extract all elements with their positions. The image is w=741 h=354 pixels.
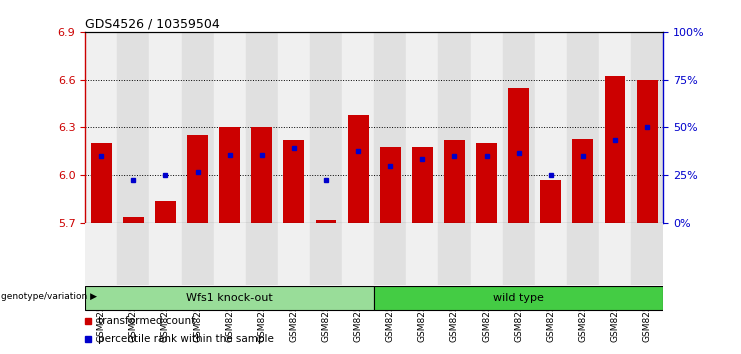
Bar bbox=[91, 143, 112, 223]
Bar bbox=[573, 139, 594, 223]
Bar bbox=[85, 286, 374, 310]
Bar bbox=[310, 223, 342, 285]
Bar bbox=[535, 223, 567, 285]
Bar bbox=[412, 147, 433, 223]
Bar bbox=[278, 223, 310, 285]
Bar bbox=[310, 32, 342, 223]
Bar bbox=[637, 80, 657, 223]
Bar bbox=[150, 223, 182, 285]
Text: wild type: wild type bbox=[494, 293, 544, 303]
Bar bbox=[508, 88, 529, 223]
Bar bbox=[155, 201, 176, 223]
Bar bbox=[631, 32, 663, 223]
Bar bbox=[219, 127, 240, 223]
Bar bbox=[374, 223, 406, 285]
Bar bbox=[471, 32, 502, 223]
Bar bbox=[476, 143, 497, 223]
Bar bbox=[117, 32, 150, 223]
Bar bbox=[605, 76, 625, 223]
Bar bbox=[182, 32, 213, 223]
Bar bbox=[251, 127, 272, 223]
Bar bbox=[502, 223, 535, 285]
Bar bbox=[567, 32, 599, 223]
Bar bbox=[471, 223, 502, 285]
Bar bbox=[444, 140, 465, 223]
Bar bbox=[213, 223, 246, 285]
Bar bbox=[246, 32, 278, 223]
Bar bbox=[342, 32, 374, 223]
Text: genotype/variation ▶: genotype/variation ▶ bbox=[1, 292, 97, 301]
Bar bbox=[439, 223, 471, 285]
Bar bbox=[406, 223, 439, 285]
Bar bbox=[631, 223, 663, 285]
Bar bbox=[567, 223, 599, 285]
Bar bbox=[187, 136, 208, 223]
Bar bbox=[150, 32, 182, 223]
Bar bbox=[535, 32, 567, 223]
Bar bbox=[85, 32, 117, 223]
Bar bbox=[213, 32, 246, 223]
Bar bbox=[380, 147, 401, 223]
Bar bbox=[348, 115, 368, 223]
Text: transformed count: transformed count bbox=[98, 316, 195, 326]
Bar bbox=[117, 223, 150, 285]
Bar bbox=[502, 32, 535, 223]
Bar bbox=[123, 217, 144, 223]
Bar bbox=[599, 32, 631, 223]
Bar bbox=[439, 32, 471, 223]
Bar bbox=[284, 140, 305, 223]
Bar bbox=[540, 180, 561, 223]
Bar bbox=[406, 32, 439, 223]
Bar bbox=[316, 220, 336, 223]
Text: Wfs1 knock-out: Wfs1 knock-out bbox=[186, 293, 273, 303]
Bar bbox=[278, 32, 310, 223]
Bar bbox=[246, 223, 278, 285]
Text: percentile rank within the sample: percentile rank within the sample bbox=[98, 334, 274, 344]
Bar bbox=[182, 223, 213, 285]
Bar bbox=[374, 32, 406, 223]
Bar bbox=[599, 223, 631, 285]
Bar bbox=[342, 223, 374, 285]
Text: GDS4526 / 10359504: GDS4526 / 10359504 bbox=[85, 18, 220, 31]
Bar bbox=[85, 223, 117, 285]
Bar bbox=[374, 286, 663, 310]
